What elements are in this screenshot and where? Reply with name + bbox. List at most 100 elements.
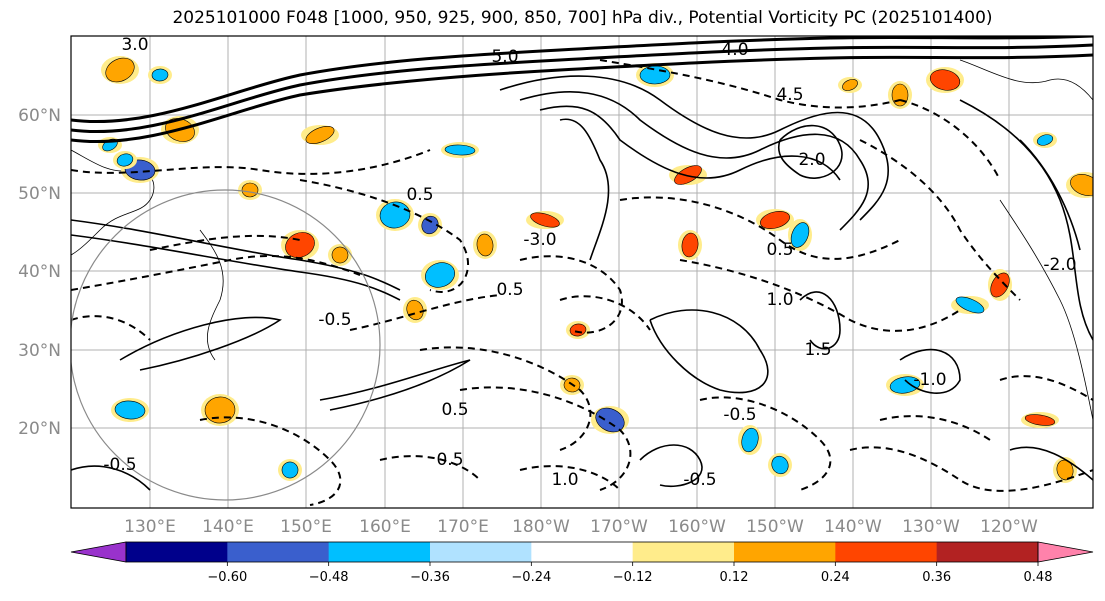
contour-dashed [859,139,1021,301]
shade-patch [955,296,985,314]
shade-patch [151,68,169,82]
contour-solid [519,91,870,231]
lon-label: 160°W [668,517,726,537]
shade-patch [771,455,789,475]
colorbar-segment [531,542,634,562]
shade-patch [929,69,961,91]
map-title: 2025101000 F048 [1000, 950, 925, 900, 85… [172,8,993,28]
contour-solid [71,53,1093,144]
contour-solid [539,105,841,181]
contour-dashed [559,295,651,331]
lon-label: 140°W [824,517,882,537]
shade-patch [760,211,790,229]
shade-patch [790,222,810,248]
colorbar-segment [126,542,228,562]
shade-patch [741,427,759,453]
shade-patch [674,165,702,185]
contour-dashed [699,396,832,491]
shade-patch [990,272,1010,298]
shade-patch [842,79,858,91]
shade-patch [116,153,134,167]
lat-label: 40°N [18,262,61,282]
contour-label: 1.0 [551,470,578,490]
colorbar-tick-label: −0.60 [207,570,247,585]
contour-dashed [71,315,151,341]
colorbar-segment [936,542,1039,562]
latitude-labels: 60°N 50°N 40°N 30°N 20°N [18,106,61,439]
shade-patch [105,57,135,83]
colorbar-tick-label: 0.12 [720,570,749,585]
colorbar-tick-label: −0.24 [511,570,551,585]
shade-patch [595,407,625,433]
contour-label: -1.0 [913,370,946,390]
contour-label: 0.5 [436,450,463,470]
contour-label: 4.0 [721,40,748,60]
shade-patch [681,232,699,258]
contour-labels: 3.0 4.0 5.0 4.5 2.0 0.5 -0.5 1.0 1.5 -1.0 -2.0 -3.0… [103,35,1076,490]
contour-dashed [849,446,1093,492]
lat-label: 20°N [18,419,61,439]
contour-solid [499,75,890,221]
colorbar-segment [227,542,330,562]
contour-label: 2.0 [798,150,825,170]
lon-label: 130°E [124,517,176,537]
contour-dashed [519,255,623,334]
lat-label: 60°N [18,106,61,126]
contour-label: 1.0 [766,290,793,310]
lon-label: 130°W [902,517,960,537]
lat-label: 30°N [18,341,61,361]
shade-patch [331,246,349,264]
contour-solid [649,309,769,394]
contour-label: 0.5 [406,185,433,205]
shade-patch [281,461,299,479]
colorbar-extend-max [1037,541,1094,563]
shade-patch [421,215,439,235]
contour-solid [1019,139,1081,251]
contour-label: -0.5 [723,405,756,425]
colorbar-tick-label: −0.12 [613,570,653,585]
shade-patch [1024,414,1056,426]
contour-dashed [419,346,592,451]
contour-solid [959,99,1093,341]
contour-solid [71,234,401,301]
shade-patch [241,182,259,198]
contour-label: -0.5 [318,310,351,330]
plot-frame [70,35,1094,509]
contour-dashed [519,465,621,491]
shade-patch [444,144,476,156]
shade-patch [424,262,456,288]
contour-label: 3.0 [121,35,148,55]
contour-solid [71,36,1093,124]
contour-dashed [999,375,1093,401]
shade-patch [891,83,909,107]
contour-dashed [679,259,961,332]
lon-label: 140°E [202,517,254,537]
contour-dashed [379,455,481,481]
contour-solid [899,348,961,394]
shade-patch [1036,134,1054,146]
lon-label: 180°W [512,517,570,537]
pv-contours [71,36,1093,506]
range-circle [71,189,381,501]
shade-patch [305,125,335,145]
contour-solid [799,291,841,350]
contour-label: 4.5 [776,85,803,105]
colorbar-tick-label: 0.48 [1024,570,1053,585]
contour-dashed [879,415,991,441]
contour-solid [319,359,471,411]
longitude-labels: 130°E 140°E 150°E 160°E 170°E 180°W 170°W 160°W… [124,517,1038,537]
contour-solid [71,465,151,491]
contour-dashed [899,99,1001,181]
colorbar-segment [734,542,836,562]
contour-dashed [599,59,901,109]
lat-label: 50°N [18,184,61,204]
contour-label: -0.5 [683,470,716,490]
contour-dashed [149,234,301,251]
lon-label: 160°E [359,517,411,537]
contour-solid [119,316,282,371]
contour-solid [559,118,610,261]
contour-solid [71,219,401,291]
colorbar-tick-label: −0.48 [309,570,349,585]
shade-patch [114,400,146,420]
